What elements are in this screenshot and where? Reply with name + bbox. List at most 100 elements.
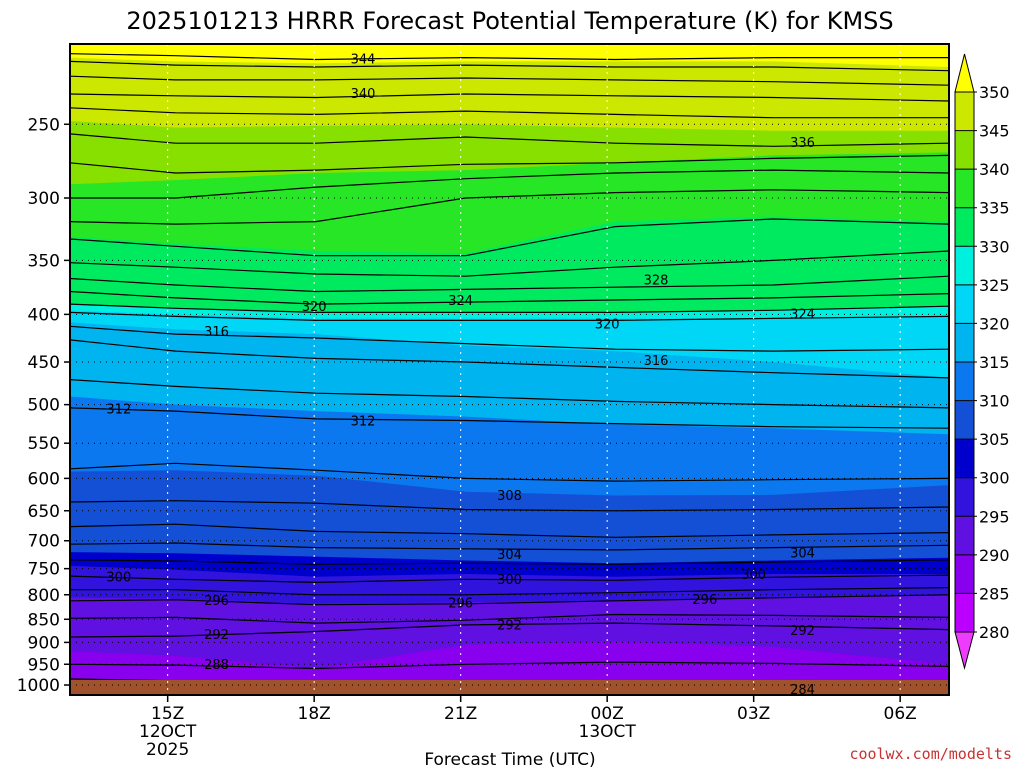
contour-label: 296 xyxy=(448,596,473,611)
chart-title: 2025101213 HRRR Forecast Potential Tempe… xyxy=(126,7,893,35)
contour-line-20 xyxy=(70,500,949,512)
colorbar-swatch-340 xyxy=(955,130,974,170)
plot-area: 344 340 336 328 324 324 320 320 316 316 312 312 308 3… xyxy=(70,44,949,698)
colorbar-swatch-325 xyxy=(955,246,974,285)
x-tick-label: 03Z xyxy=(737,704,770,724)
contour-line-12 xyxy=(70,290,949,305)
contour-label: 292 xyxy=(790,624,815,639)
contour-line-1 xyxy=(70,60,949,72)
contour-line-22 xyxy=(70,542,949,551)
y-tick-label: 900 xyxy=(28,633,60,653)
contour-line-21 xyxy=(70,523,949,538)
colorbar-label: 330 xyxy=(979,237,1010,256)
contour-label: 288 xyxy=(204,658,229,673)
colorbar-label: 290 xyxy=(979,546,1010,565)
contour-line-16 xyxy=(70,339,949,379)
contour-line-14 xyxy=(70,311,949,321)
contour-line-10 xyxy=(70,250,949,277)
contour-label: 292 xyxy=(204,628,229,643)
contour-label: 316 xyxy=(204,325,229,340)
contour-label: 344 xyxy=(351,52,376,67)
contour-line-7 xyxy=(70,169,949,199)
contour-line-17 xyxy=(70,379,949,409)
grid-lines xyxy=(70,44,949,695)
y-tick-label: 750 xyxy=(28,560,60,580)
colorbar-swatch-335 xyxy=(955,169,974,208)
x-axis-label: Forecast Time (UTC) xyxy=(424,750,595,768)
y-tick-label: 800 xyxy=(28,586,60,606)
contour-label: 328 xyxy=(644,274,669,289)
contour-line-27 xyxy=(70,613,949,624)
colorbar-label: 280 xyxy=(979,623,1010,642)
contour-line-24 xyxy=(70,574,949,584)
contour-line-3 xyxy=(70,93,949,102)
x-tick-label: 12OCT xyxy=(139,722,197,742)
x-tick-label: 21Z xyxy=(444,704,477,724)
y-tick-label: 1000 xyxy=(17,676,60,696)
y-axis: 250 300 350 400 450 500 550 600 650 700 750 800 850 9… xyxy=(17,115,70,696)
contour-label: 336 xyxy=(790,136,815,151)
colorbar-label: 295 xyxy=(979,507,1010,526)
contour-label: 312 xyxy=(106,402,131,417)
contour-label: 324 xyxy=(790,307,815,322)
colorbar-swatch-300 xyxy=(955,439,974,478)
contour-line-18 xyxy=(70,407,949,429)
y-tick-label: 650 xyxy=(28,502,60,522)
contour-label: 304 xyxy=(497,548,522,563)
colorbar-label: 335 xyxy=(979,199,1010,218)
colorbar-swatch-330 xyxy=(955,207,974,247)
colorbar-swatch-280 xyxy=(955,593,974,632)
contour-line-6 xyxy=(70,154,949,174)
contour-line-26 xyxy=(70,594,949,606)
colorbar-swatch-290 xyxy=(955,516,974,555)
contour-label: 308 xyxy=(497,489,522,504)
contour-label: 284 xyxy=(790,683,815,698)
colorbar-swatch-310 xyxy=(955,362,974,401)
colorbar: 280 285 290 295 300 305 310 315 320 325 330 335 340 3… xyxy=(954,53,1010,670)
contour-line-8 xyxy=(70,189,949,225)
contour-line-0 xyxy=(70,53,949,61)
x-tick-label: 15Z xyxy=(151,704,184,724)
colorbar-swatch-285 xyxy=(955,554,974,594)
credit-text: coolwx.com/modelts xyxy=(849,745,1012,763)
colorbar-label: 320 xyxy=(979,314,1010,333)
y-tick-label: 400 xyxy=(28,305,60,325)
contour-label: 296 xyxy=(692,593,717,608)
colorbar-swatch-320 xyxy=(955,284,974,324)
y-tick-label: 250 xyxy=(28,115,60,135)
contour-line-4 xyxy=(70,107,949,119)
contour-line-23 xyxy=(70,559,949,565)
contour-label: 316 xyxy=(644,354,669,369)
contour-label: 300 xyxy=(741,568,766,583)
y-tick-label: 600 xyxy=(28,469,60,489)
contour-line-29 xyxy=(70,661,949,670)
contour-label: 304 xyxy=(790,546,815,561)
colorbar-label: 315 xyxy=(979,353,1010,372)
colorbar-swatch-295 xyxy=(955,477,974,517)
contour-label: 320 xyxy=(595,317,620,332)
colorbar-label: 310 xyxy=(979,392,1010,411)
colorbar-label: 325 xyxy=(979,276,1010,295)
contour-line-9 xyxy=(70,218,949,257)
colorbar-label: 300 xyxy=(979,469,1010,488)
x-tick-label: 06Z xyxy=(884,704,917,724)
x-tick-label: 2025 xyxy=(146,740,189,760)
contour-labels: 344 340 336 328 324 324 320 320 316 316 312 312 308 3… xyxy=(106,52,815,698)
colorbar-swatch-315 xyxy=(955,323,974,362)
colorbar-label: 345 xyxy=(979,122,1010,141)
y-tick-label: 850 xyxy=(28,610,60,630)
colorbar-swatch-305 xyxy=(955,400,974,440)
x-tick-label: 18Z xyxy=(298,704,331,724)
contour-label: 320 xyxy=(302,300,327,315)
y-tick-label: 450 xyxy=(28,353,60,373)
contour-line-11 xyxy=(70,275,949,293)
colorbar-lower-arrow xyxy=(954,631,975,670)
colorbar-label: 350 xyxy=(979,83,1010,102)
contour-label: 312 xyxy=(351,414,376,429)
ground-surface xyxy=(70,680,949,695)
contour-line-28 xyxy=(70,622,949,638)
y-tick-label: 350 xyxy=(28,251,60,271)
colorbar-swatch-345 xyxy=(955,92,974,131)
